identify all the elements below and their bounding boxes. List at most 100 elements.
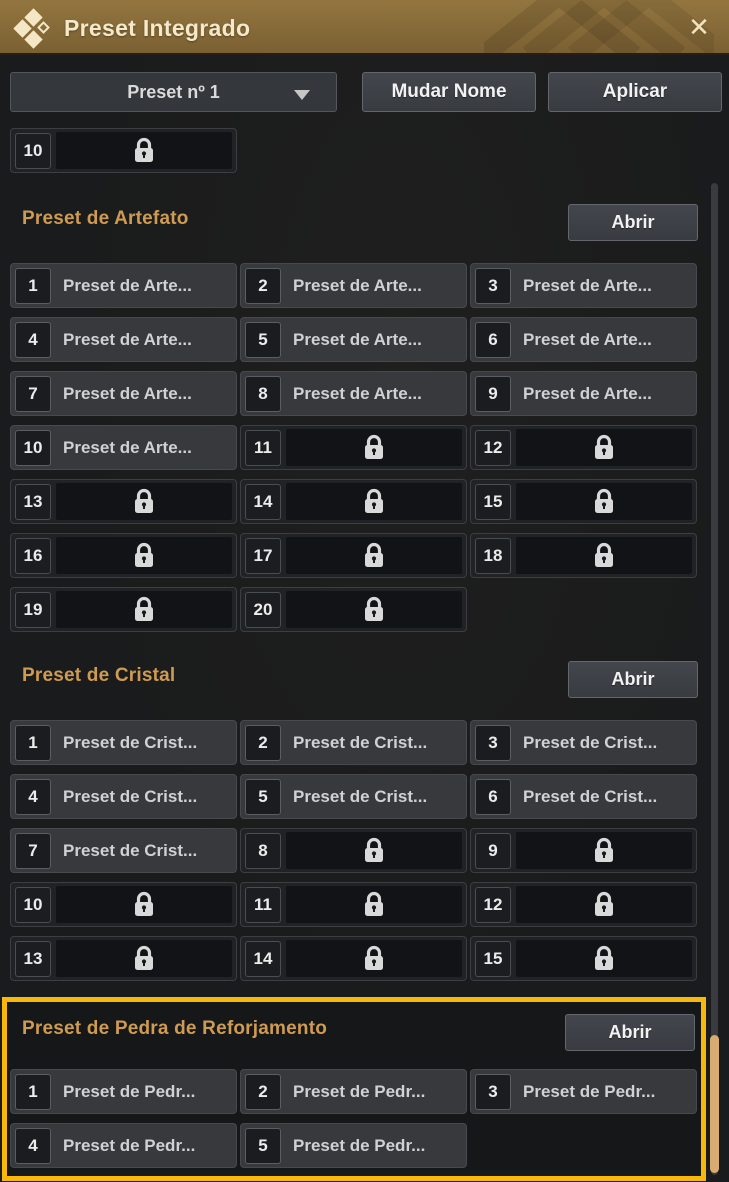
- slot-number: 11: [245, 886, 281, 923]
- slot-number: 3: [475, 267, 511, 304]
- preset-slot[interactable]: 2 Preset de Arte...: [240, 263, 467, 308]
- preset-slot-locked[interactable]: 13: [10, 479, 237, 524]
- preset-slot[interactable]: 5 Preset de Arte...: [240, 317, 467, 362]
- lock-icon: [595, 434, 613, 459]
- slot-label: Preset de Arte...: [293, 329, 422, 349]
- slot-label: Preset de Pedr...: [293, 1081, 426, 1101]
- close-icon[interactable]: ✕: [681, 8, 717, 46]
- lock-icon: [135, 488, 153, 513]
- lock-icon: [365, 488, 383, 513]
- preset-slot-locked[interactable]: 19: [10, 587, 237, 632]
- preset-slot-locked[interactable]: 9: [470, 828, 697, 873]
- preset-slot[interactable]: 3 Preset de Crist...: [470, 720, 697, 765]
- preset-slot-locked[interactable]: 18: [470, 533, 697, 578]
- preset-slot-locked[interactable]: 14: [240, 479, 467, 524]
- preset-slot-locked[interactable]: 10: [10, 882, 237, 927]
- preset-slot[interactable]: 7 Preset de Arte...: [10, 371, 237, 416]
- locked-panel: [516, 832, 692, 869]
- preset-slot-locked[interactable]: 11: [240, 882, 467, 927]
- rename-button[interactable]: Mudar Nome: [362, 72, 536, 112]
- preset-slot[interactable]: 5 Preset de Crist...: [240, 774, 467, 819]
- preset-slot[interactable]: 6 Preset de Crist...: [470, 774, 697, 819]
- slot-number: 5: [245, 1127, 281, 1164]
- preset-slot[interactable]: 5 Preset de Pedr...: [240, 1123, 467, 1168]
- section-title: Preset de Pedra de Reforjamento: [22, 1018, 328, 1039]
- titlebar: Preset Integrado ✕: [0, 0, 729, 55]
- preset-slot-locked[interactable]: 17: [240, 533, 467, 578]
- preset-slot[interactable]: 1 Preset de Pedr...: [10, 1069, 237, 1114]
- preset-slot-locked[interactable]: 14: [240, 936, 467, 981]
- slot-number: 8: [245, 832, 281, 869]
- lock-icon: [365, 837, 383, 862]
- scrollbar-track[interactable]: [711, 183, 718, 1175]
- slot-number: 11: [245, 429, 281, 466]
- slot-number: 19: [15, 591, 51, 628]
- preset-slot[interactable]: 6 Preset de Arte...: [470, 317, 697, 362]
- preset-slot-locked[interactable]: 11: [240, 425, 467, 470]
- open-button[interactable]: Abrir: [565, 1014, 695, 1051]
- preset-slot[interactable]: 4 Preset de Arte...: [10, 317, 237, 362]
- slot-number: 16: [15, 537, 51, 574]
- locked-panel: [286, 886, 462, 923]
- slot-number: 12: [475, 429, 511, 466]
- preset-slot[interactable]: 9 Preset de Arte...: [470, 371, 697, 416]
- preset-slot[interactable]: 4 Preset de Pedr...: [10, 1123, 237, 1168]
- apply-button[interactable]: Aplicar: [548, 72, 722, 112]
- locked-panel: [516, 886, 692, 923]
- section-header: Preset de Artefato Abrir: [10, 196, 698, 242]
- preset-slot[interactable]: 1 Preset de Arte...: [10, 263, 237, 308]
- preset-slot-locked[interactable]: 8: [240, 828, 467, 873]
- slot-number: 14: [245, 483, 281, 520]
- preset-slot[interactable]: 3 Preset de Arte...: [470, 263, 697, 308]
- preset-slot-locked[interactable]: 12: [470, 882, 697, 927]
- preset-section: Preset de Pedra de Reforjamento Abrir 1 Pre…: [2, 997, 706, 1181]
- lock-icon: [595, 488, 613, 513]
- preset-section: Preset de Artefato Abrir 1 Preset de Arte..…: [10, 196, 698, 632]
- slot-label: Preset de Arte...: [63, 329, 192, 349]
- open-button[interactable]: Abrir: [568, 661, 698, 698]
- slot-number: 10: [15, 132, 51, 169]
- preset-slot[interactable]: 10 Preset de Arte...: [10, 425, 237, 470]
- preset-slot-locked[interactable]: 20: [240, 587, 467, 632]
- preset-slot[interactable]: 4 Preset de Crist...: [10, 774, 237, 819]
- preset-slot-locked[interactable]: 10: [10, 128, 237, 173]
- slot-number: 4: [15, 321, 51, 358]
- preset-slot[interactable]: 1 Preset de Crist...: [10, 720, 237, 765]
- preset-slot[interactable]: 2 Preset de Pedr...: [240, 1069, 467, 1114]
- slot-label: Preset de Crist...: [63, 786, 198, 806]
- preset-slot[interactable]: 2 Preset de Crist...: [240, 720, 467, 765]
- slot-number: 8: [245, 375, 281, 412]
- slot-number: 20: [245, 591, 281, 628]
- locked-panel: [516, 429, 692, 466]
- locked-panel: [286, 940, 462, 977]
- locked-panel: [56, 886, 232, 923]
- section-title: Preset de Artefato: [22, 208, 189, 229]
- preset-slot[interactable]: 7 Preset de Crist...: [10, 828, 237, 873]
- slot-number: 15: [475, 483, 511, 520]
- locked-panel: [516, 940, 692, 977]
- slot-number: 5: [245, 778, 281, 815]
- slot-number: 2: [245, 267, 281, 304]
- lock-icon: [365, 596, 383, 621]
- preset-slot-locked[interactable]: 13: [10, 936, 237, 981]
- scrollbar-thumb[interactable]: [710, 1035, 719, 1173]
- open-button[interactable]: Abrir: [568, 204, 698, 241]
- slot-number: 2: [245, 724, 281, 761]
- slot-number: 14: [245, 940, 281, 977]
- preset-slot[interactable]: 3 Preset de Pedr...: [470, 1069, 697, 1114]
- slot-number: 18: [475, 537, 511, 574]
- preset-slot-locked[interactable]: 12: [470, 425, 697, 470]
- preset-slot-locked[interactable]: 15: [470, 479, 697, 524]
- slot-number: 1: [15, 267, 51, 304]
- preset-slot[interactable]: 8 Preset de Arte...: [240, 371, 467, 416]
- slot-number: 6: [475, 321, 511, 358]
- slot-number: 4: [15, 778, 51, 815]
- preset-slot-locked[interactable]: 15: [470, 936, 697, 981]
- chevron-pattern-decoration: [484, 0, 714, 53]
- chevron-down-icon: [294, 90, 310, 100]
- slot-number: 7: [15, 375, 51, 412]
- preset-section: Preset de Cristal Abrir 1 Preset de Crist..…: [10, 653, 698, 981]
- preset-select-dropdown[interactable]: Preset nº 1: [10, 72, 337, 112]
- slot-label: Preset de Arte...: [293, 275, 422, 295]
- preset-slot-locked[interactable]: 16: [10, 533, 237, 578]
